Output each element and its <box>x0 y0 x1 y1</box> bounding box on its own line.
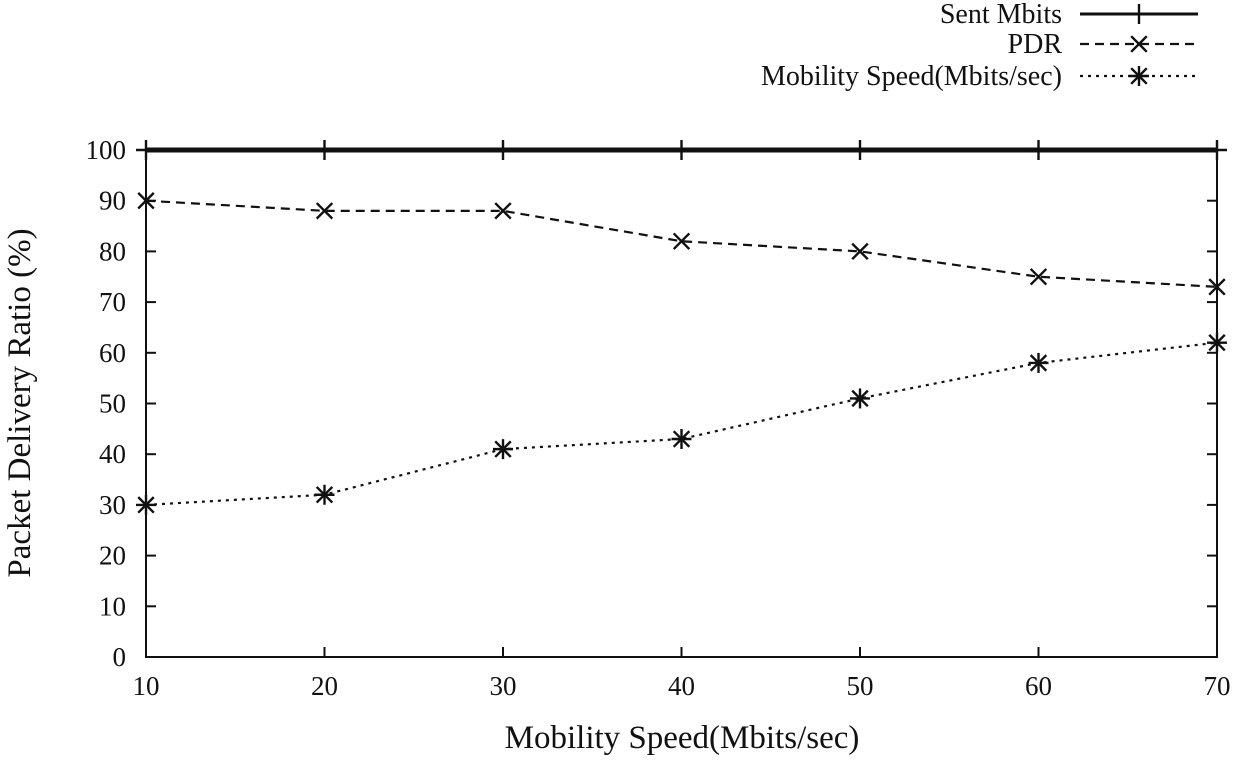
x-tick-label: 10 <box>133 671 160 701</box>
legend-label-mobility-speed-mbits-sec: Mobility Speed(Mbits/sec) <box>761 61 1062 92</box>
x-tick-label: 60 <box>1025 671 1052 701</box>
x-axis-ticks: 10 20 30 40 50 60 70 <box>133 150 1231 701</box>
data-point-pdr <box>494 202 512 220</box>
y-tick-label: 0 <box>113 642 127 672</box>
y-tick-label: 40 <box>99 439 126 469</box>
y-tick-label: 20 <box>99 541 126 571</box>
x-tick-label: 20 <box>311 671 338 701</box>
series-line-mobility-speed-mbits-sec <box>145 341 1218 506</box>
y-tick-label: 90 <box>99 186 126 216</box>
x-axis-label: Mobility Speed(Mbits/sec) <box>505 720 860 756</box>
x-tick-label: 30 <box>490 671 517 701</box>
y-tick-label: 10 <box>99 591 126 621</box>
data-point-pdr <box>315 202 334 220</box>
plot-frame <box>145 149 1218 658</box>
x-tick-label: 70 <box>1204 671 1231 701</box>
y-tick-label: 80 <box>99 236 126 266</box>
data-point-mobility-speed-mbits-sec <box>671 428 692 449</box>
data-point-pdr <box>672 232 691 250</box>
x-tick-label: 40 <box>668 671 695 701</box>
y-axis-ticks: 0 10 20 30 40 50 60 70 80 90 100 <box>86 135 1217 672</box>
data-point-pdr <box>851 242 869 261</box>
legend-label-sent-mbits: Sent Mbits <box>940 0 1062 30</box>
y-tick-label: 100 <box>86 135 127 165</box>
data-point-mobility-speed-mbits-sec <box>1028 352 1049 373</box>
data-point-mobility-speed-mbits-sec <box>850 388 870 409</box>
series-mobility-speed-mbits-sec <box>136 332 1227 515</box>
legend-entry-mobility-speed-mbits-sec: Mobility Speed(Mbits/sec) <box>761 61 1198 92</box>
legend-entry-sent-mbits: Sent Mbits <box>940 0 1198 30</box>
series-line-pdr <box>145 199 1218 288</box>
y-tick-label: 70 <box>99 287 126 317</box>
y-axis-label: Packet Delivery Ratio (%) <box>2 228 38 577</box>
data-point-pdr <box>1208 278 1226 296</box>
y-tick-label: 30 <box>99 490 126 520</box>
data-point-mobility-speed-mbits-sec <box>1207 332 1227 353</box>
y-tick-label: 50 <box>99 389 126 419</box>
legend-marker-sent-mbits <box>1129 4 1149 24</box>
x-tick-label: 50 <box>847 671 874 701</box>
series-pdr <box>137 192 1226 296</box>
plot-area <box>136 140 1227 658</box>
data-point-mobility-speed-mbits-sec <box>314 484 335 505</box>
legend-label-pdr: PDR <box>1008 29 1063 60</box>
data-point-pdr <box>1029 268 1048 286</box>
legend-marker-pdr <box>1130 35 1148 53</box>
data-point-mobility-speed-mbits-sec <box>493 439 513 460</box>
legend-marker-mobility-speed-mbits-sec <box>1129 66 1149 86</box>
legend-entry-pdr: PDR <box>1008 29 1198 60</box>
y-tick-label: 60 <box>99 338 126 368</box>
